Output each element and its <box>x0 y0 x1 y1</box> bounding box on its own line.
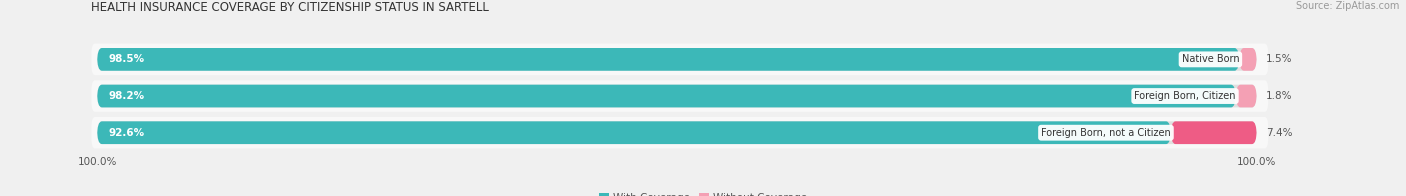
FancyBboxPatch shape <box>1239 48 1257 71</box>
Legend: With Coverage, Without Coverage: With Coverage, Without Coverage <box>595 188 811 196</box>
FancyBboxPatch shape <box>91 80 1268 112</box>
Text: HEALTH INSURANCE COVERAGE BY CITIZENSHIP STATUS IN SARTELL: HEALTH INSURANCE COVERAGE BY CITIZENSHIP… <box>91 1 489 14</box>
Text: 98.2%: 98.2% <box>108 91 145 101</box>
FancyBboxPatch shape <box>97 85 1257 107</box>
FancyBboxPatch shape <box>97 48 1239 71</box>
FancyBboxPatch shape <box>1171 121 1257 144</box>
FancyBboxPatch shape <box>91 44 1268 75</box>
FancyBboxPatch shape <box>1236 85 1257 107</box>
Text: Foreign Born, Citizen: Foreign Born, Citizen <box>1135 91 1236 101</box>
Text: 7.4%: 7.4% <box>1265 128 1292 138</box>
Text: 98.5%: 98.5% <box>108 54 145 64</box>
Text: Foreign Born, not a Citizen: Foreign Born, not a Citizen <box>1040 128 1171 138</box>
FancyBboxPatch shape <box>97 121 1171 144</box>
Text: Native Born: Native Born <box>1181 54 1239 64</box>
FancyBboxPatch shape <box>97 48 1257 71</box>
Text: 92.6%: 92.6% <box>108 128 145 138</box>
Text: 1.8%: 1.8% <box>1265 91 1292 101</box>
Text: Source: ZipAtlas.com: Source: ZipAtlas.com <box>1295 1 1399 11</box>
FancyBboxPatch shape <box>97 121 1257 144</box>
FancyBboxPatch shape <box>97 85 1236 107</box>
FancyBboxPatch shape <box>91 117 1268 149</box>
Text: 1.5%: 1.5% <box>1265 54 1292 64</box>
